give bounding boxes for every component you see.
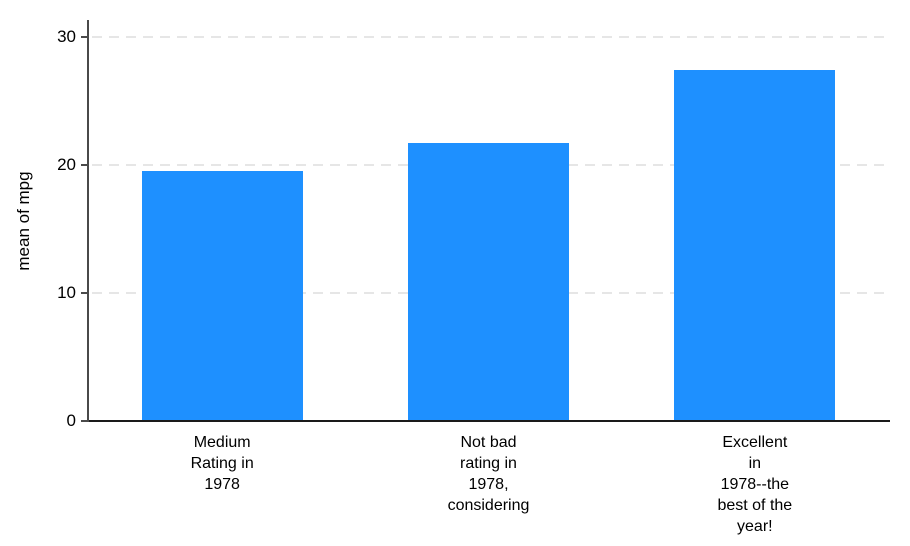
y-tick-label-20: 20 (57, 155, 76, 174)
y-tick-label-0: 0 (66, 411, 76, 430)
category-label-3: Excellent in 1978--the best of the year! (717, 434, 793, 535)
gridline-30 (92, 36, 888, 38)
y-tick-mark-0 (81, 420, 89, 422)
category-label-1: Medium Rating in 1978 (190, 434, 254, 493)
y-axis-line (87, 20, 89, 422)
bar-1 (141, 171, 303, 420)
category-label-2: Not bad rating in 1978, considering (447, 434, 530, 514)
y-tick-mark-30 (81, 36, 89, 38)
bar-2 (408, 142, 569, 420)
y-tick-mark-20 (81, 164, 89, 166)
y-axis-title: mean of mpg (14, 171, 33, 271)
y-tick-label-10: 10 (57, 283, 76, 302)
y-tick-label-30: 30 (57, 27, 76, 46)
bar-3 (674, 69, 836, 420)
x-axis-line (87, 420, 890, 422)
y-tick-mark-10 (81, 292, 89, 294)
